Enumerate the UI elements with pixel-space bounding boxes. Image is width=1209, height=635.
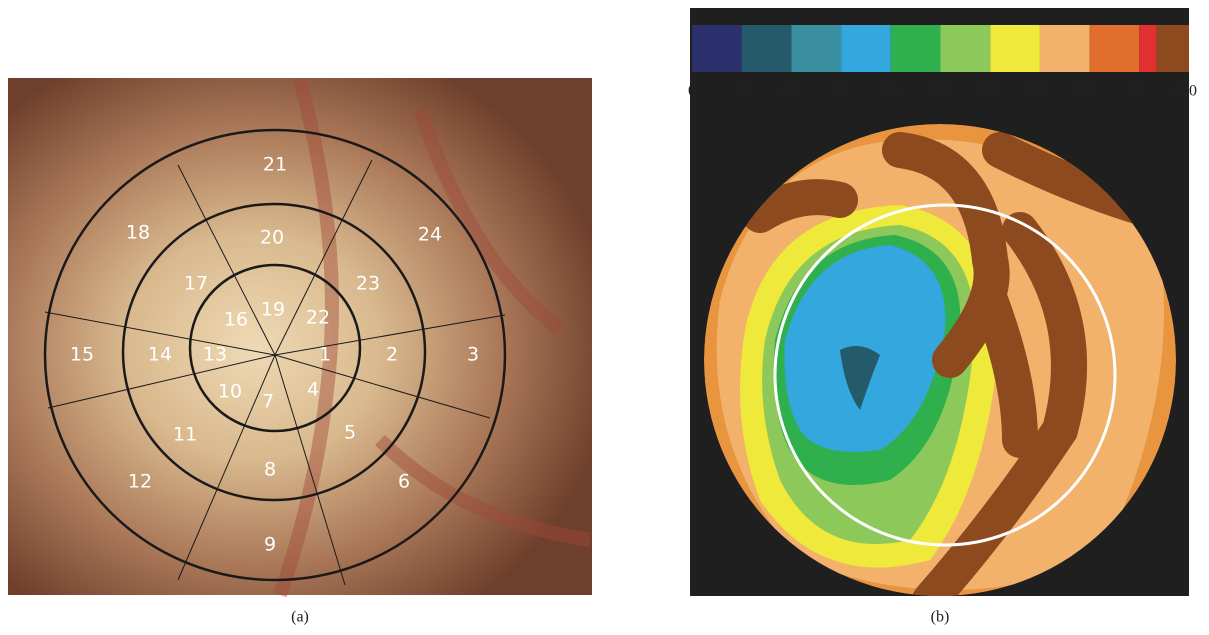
segment-label: 14 <box>148 344 172 366</box>
segment-label: 15 <box>70 344 94 366</box>
segment-label: 20 <box>260 227 284 249</box>
segment-label: 5 <box>344 422 356 444</box>
colorbar-swatch <box>1156 25 1189 72</box>
segment-label: 13 <box>203 344 227 366</box>
segment-label: 17 <box>184 273 208 295</box>
panel-a: 1 2 3456789101112131415161718192021222324 … <box>8 78 592 626</box>
spokes <box>44 159 506 586</box>
colorbar-swatch <box>1039 25 1090 72</box>
segment-label: 23 <box>356 273 380 295</box>
segment-label: 16 <box>224 309 248 331</box>
colorbar-tick-label: 20 <box>783 83 799 100</box>
colorbar-swatch <box>692 25 742 72</box>
colorbar-tick-label: 60 <box>980 83 996 100</box>
colorbar-tick-label: 10 <box>733 83 749 100</box>
fundus-image <box>8 78 592 595</box>
segment-label: 2 <box>386 344 398 366</box>
colorbar-tick-label: 90 <box>1128 83 1144 100</box>
segment-label: 8 <box>264 459 276 481</box>
caption: (a) <box>291 609 309 626</box>
colorbar-swatch <box>890 25 941 72</box>
segment-label: 12 <box>128 471 152 493</box>
segment-label: 7 <box>262 391 274 413</box>
colorbar-tick-label: 40 <box>881 83 897 100</box>
colorbar-tick-label: 100 <box>1173 83 1197 100</box>
colorbar-swatch <box>741 25 792 72</box>
colorbar-tick-label: 80 <box>1078 83 1094 100</box>
segment-label: 9 <box>264 534 276 556</box>
panel-b: 0 10 20 30 40 50 60 70 80 90 100 (b) <box>688 8 1197 626</box>
colorbar-swatch <box>1139 25 1157 72</box>
segment-label: 10 <box>218 381 242 403</box>
segment-label: 18 <box>126 222 150 244</box>
colorbar-tick-label: 70 <box>1029 83 1045 100</box>
colorbar-swatch <box>940 25 991 72</box>
measurement-circle <box>773 203 1117 547</box>
colorbar-swatch <box>841 25 891 72</box>
colorbar-tick-label: 30 <box>832 83 848 100</box>
colorbar-tick-label: 0 <box>688 83 696 100</box>
segment-label: 24 <box>418 224 442 246</box>
segment-label: 19 <box>261 299 285 321</box>
caption: (b) <box>931 609 950 626</box>
rings <box>43 128 507 582</box>
colorbar-swatch <box>791 25 842 72</box>
segment-label: 21 <box>263 154 287 176</box>
vessels <box>273 78 592 598</box>
segment-label: 1 <box>319 344 331 366</box>
colorbar-tick-label: 50 <box>931 83 947 100</box>
segment-label: 3 <box>467 344 479 366</box>
colorbar-swatch <box>990 25 1040 72</box>
segment-label: 4 <box>307 379 319 401</box>
segment-label: 6 <box>398 471 410 493</box>
colorbar-swatch <box>1089 25 1140 72</box>
segment-label: 11 <box>173 424 197 446</box>
segment-label: 22 <box>306 307 330 329</box>
